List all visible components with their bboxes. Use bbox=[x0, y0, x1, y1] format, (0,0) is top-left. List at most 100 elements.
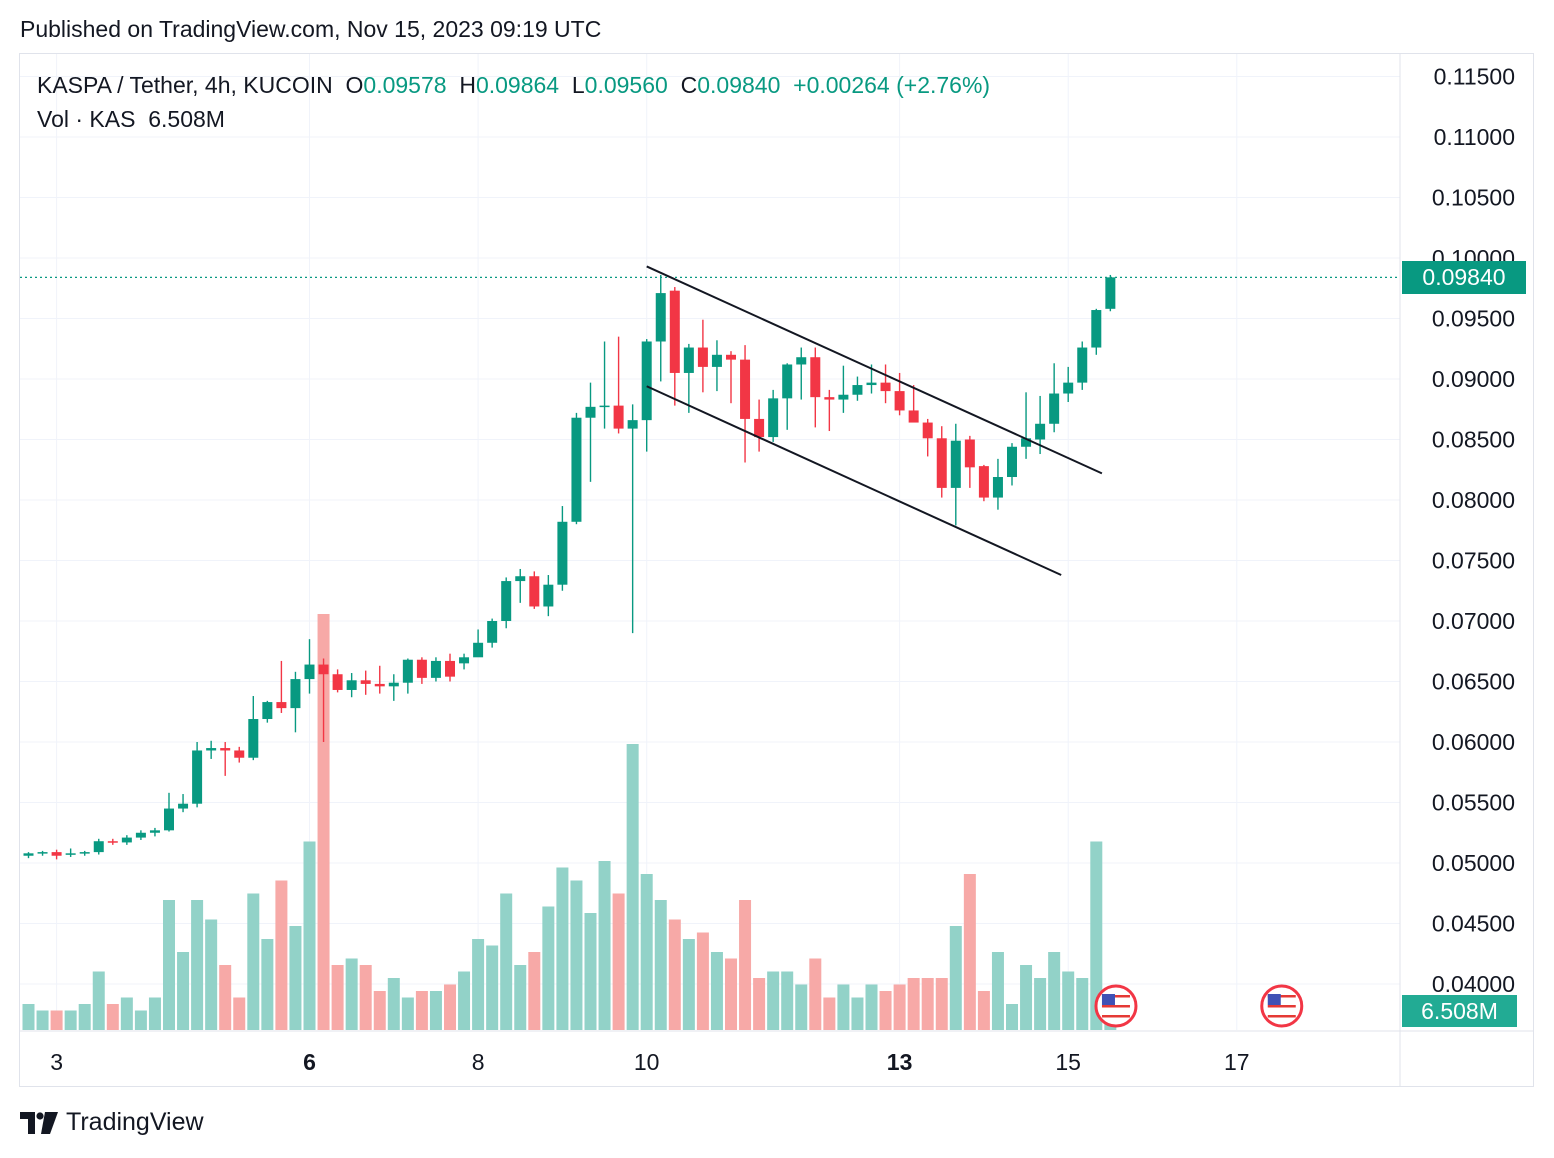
volume-bar bbox=[640, 874, 653, 1030]
x-tick-label: 15 bbox=[1055, 1049, 1081, 1075]
volume-bar bbox=[120, 997, 133, 1030]
volume-bar bbox=[739, 900, 752, 1030]
y-tick-label: 0.08500 bbox=[1432, 427, 1515, 453]
candle-body bbox=[852, 385, 863, 395]
candle-body bbox=[332, 674, 343, 690]
volume-bar bbox=[654, 900, 667, 1030]
x-tick-label: 10 bbox=[634, 1049, 660, 1075]
volume-bar bbox=[851, 997, 864, 1030]
candlestick-chart[interactable]: 0.115000.110000.105000.100000.095000.090… bbox=[0, 0, 1554, 1100]
candle-body bbox=[318, 664, 329, 675]
volume-bar bbox=[1076, 978, 1089, 1030]
low-label: L bbox=[571, 72, 585, 98]
volume-bar bbox=[64, 1010, 77, 1030]
y-tick-label: 0.04500 bbox=[1432, 911, 1515, 937]
published-caption: Published on TradingView.com, Nov 15, 20… bbox=[20, 16, 602, 42]
volume-bar bbox=[556, 867, 569, 1030]
candle-body bbox=[1035, 423, 1046, 440]
volume-bar bbox=[710, 952, 723, 1030]
chart-frame bbox=[19, 53, 1534, 1087]
volume-bar bbox=[205, 919, 218, 1030]
volume-bar bbox=[387, 978, 400, 1030]
us-flag-event-icon[interactable] bbox=[1094, 984, 1138, 1028]
candle-body bbox=[65, 853, 76, 855]
candle-body bbox=[220, 748, 231, 751]
candle-body bbox=[374, 683, 385, 687]
candle-body bbox=[922, 422, 933, 439]
candle-body bbox=[683, 347, 694, 373]
volume-bar bbox=[949, 926, 962, 1030]
trend-line bbox=[646, 385, 1062, 576]
low-value: 0.09560 bbox=[584, 72, 668, 98]
volume-bar bbox=[472, 939, 485, 1030]
candle-body bbox=[1091, 310, 1102, 348]
candle-body bbox=[107, 841, 118, 843]
volume-bar bbox=[1020, 965, 1033, 1030]
y-tick-label: 0.08000 bbox=[1432, 487, 1515, 513]
volume-bar bbox=[36, 1010, 49, 1030]
volume-value: 6.508M bbox=[148, 106, 225, 132]
volume-bar bbox=[753, 978, 766, 1030]
volume-bar bbox=[977, 991, 990, 1030]
volume-bar bbox=[795, 984, 808, 1030]
volume-bar bbox=[92, 971, 105, 1030]
candle-body bbox=[711, 354, 722, 367]
volume-bar bbox=[191, 900, 204, 1030]
volume-bar bbox=[331, 965, 344, 1030]
volume-bar bbox=[907, 978, 920, 1030]
candle-body bbox=[796, 357, 807, 365]
last-price-tag: 0.09840 bbox=[1402, 261, 1526, 294]
volume-bar bbox=[317, 614, 330, 1030]
volume-bar bbox=[303, 841, 316, 1030]
candle-body bbox=[93, 841, 104, 853]
high-label: H bbox=[459, 72, 476, 98]
volume-bar bbox=[444, 984, 456, 1030]
volume-bar bbox=[1006, 1004, 1018, 1030]
us-flag-event-icon[interactable] bbox=[1260, 984, 1304, 1028]
volume-bar bbox=[598, 861, 611, 1030]
symbol-title[interactable]: KASPA / Tether, 4h, KUCOIN bbox=[37, 72, 333, 98]
candle-body bbox=[416, 659, 427, 678]
volume-bar bbox=[163, 900, 175, 1030]
volume-bar bbox=[584, 913, 597, 1030]
candle-body bbox=[276, 702, 287, 709]
candle-body bbox=[1007, 446, 1017, 478]
close-value: 0.09840 bbox=[697, 72, 781, 98]
candle-body bbox=[1063, 382, 1074, 394]
volume-bar bbox=[570, 880, 583, 1030]
candle-body bbox=[627, 420, 638, 429]
candle-body bbox=[880, 382, 891, 392]
volume-bar bbox=[879, 991, 892, 1030]
candle-body bbox=[585, 406, 596, 418]
candle-body bbox=[37, 852, 48, 854]
candle-body bbox=[248, 719, 259, 758]
candle-body bbox=[430, 660, 441, 678]
tradingview-footer[interactable]: TradingView bbox=[20, 1108, 204, 1137]
candle-body bbox=[768, 398, 779, 438]
volume-bar bbox=[725, 958, 737, 1030]
candle-body bbox=[964, 439, 975, 468]
open-label: O bbox=[345, 72, 364, 98]
volume-bar bbox=[963, 874, 976, 1030]
volume-bar bbox=[542, 906, 555, 1030]
candle-body bbox=[613, 405, 624, 429]
volume-bar bbox=[1062, 971, 1075, 1030]
candle-body bbox=[697, 347, 708, 367]
volume-bar bbox=[626, 744, 639, 1030]
volume-bar bbox=[837, 984, 850, 1030]
close-label: C bbox=[680, 72, 698, 98]
candle-body bbox=[304, 664, 315, 680]
trend-line bbox=[646, 265, 1103, 475]
candle-body bbox=[121, 837, 132, 843]
volume-legend: Vol · KAS 6.508M bbox=[37, 106, 225, 133]
volume-bar bbox=[177, 952, 190, 1030]
x-tick-label: 8 bbox=[472, 1049, 485, 1075]
volume-bar bbox=[528, 952, 541, 1030]
candle-body bbox=[487, 621, 498, 643]
candle-body bbox=[402, 659, 413, 683]
candle-body bbox=[557, 521, 568, 585]
candle-body bbox=[459, 657, 470, 664]
volume-bar bbox=[1048, 952, 1061, 1030]
y-tick-label: 0.09000 bbox=[1432, 366, 1515, 392]
volume-bar bbox=[415, 991, 428, 1030]
